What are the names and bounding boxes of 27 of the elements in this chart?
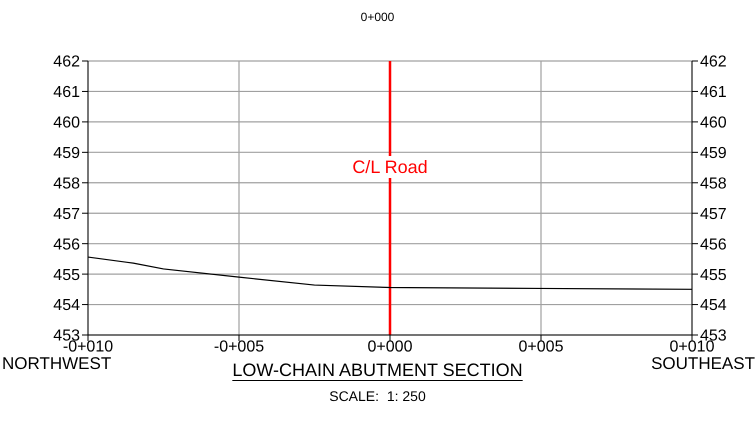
x-tick-label: 0+000 <box>368 338 413 356</box>
y2-tick-label: 462 <box>700 54 727 71</box>
y-tick-label: 461 <box>53 84 80 102</box>
y-tick-label: 458 <box>53 175 80 192</box>
y-tick-label: 462 <box>53 54 80 71</box>
x-axis-title: LOW-CHAIN ABUTMENT SECTION <box>232 360 523 380</box>
y2-tick-label: 460 <box>700 114 727 132</box>
text: SOUTHEAST <box>651 354 755 373</box>
text: SCALE: 1: 250 <box>328 388 427 404</box>
y2-tick-label: 461 <box>700 84 727 102</box>
y2-tick-label: 457 <box>700 206 727 223</box>
y-tick-label: 457 <box>53 206 80 223</box>
y2-tick-label: 458 <box>700 175 727 192</box>
text: NORTHWEST <box>2 354 112 373</box>
y-tick-label: 459 <box>53 145 80 162</box>
y-tick-label: 460 <box>53 114 80 132</box>
ref-line-label: C/L Road <box>352 157 428 177</box>
x-tick-label: 0+005 <box>518 338 564 356</box>
y2-tick-label: 455 <box>700 266 727 284</box>
y-tick-label: 455 <box>53 266 80 284</box>
chart-title: 0+000 <box>360 10 396 24</box>
y-tick-label: 454 <box>53 297 80 314</box>
y-tick-label: 456 <box>53 236 80 254</box>
y2-tick-label: 456 <box>700 236 727 254</box>
y2-tick-label: 459 <box>700 145 727 162</box>
y2-tick-label: 454 <box>700 297 727 314</box>
x-tick-label: -0+005 <box>214 338 264 356</box>
